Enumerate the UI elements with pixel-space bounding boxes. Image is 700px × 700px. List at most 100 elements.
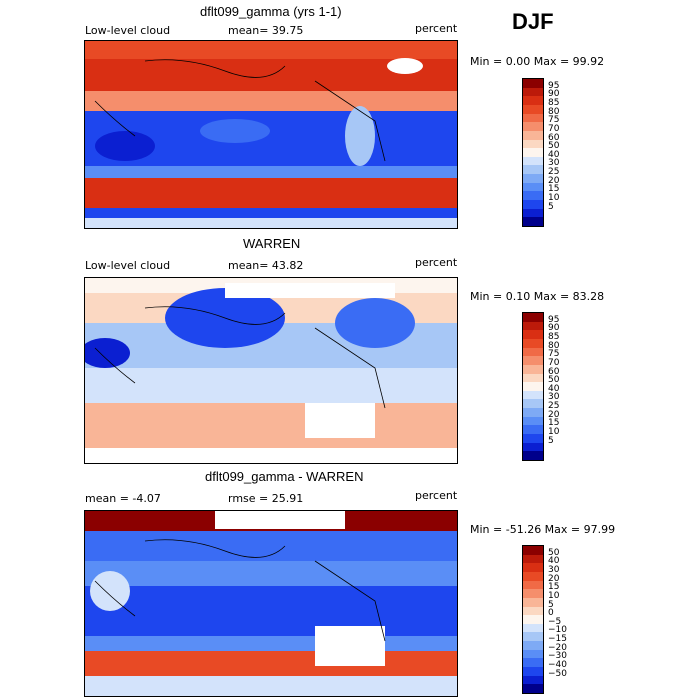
map-feature bbox=[200, 119, 270, 143]
colorbar-segment bbox=[523, 416, 543, 426]
colorbar-tick-label: 20 bbox=[548, 573, 560, 584]
colorbar-tick-label: 95 bbox=[548, 314, 560, 325]
colorbar-segment bbox=[523, 408, 543, 418]
panel-3-mean-label: mean = -4.07 bbox=[85, 492, 161, 505]
colorbar-tick-label: 90 bbox=[548, 89, 560, 100]
colorbar-segment bbox=[523, 546, 543, 556]
colorbar-segment bbox=[523, 580, 543, 590]
colorbar-segment bbox=[523, 321, 543, 331]
colorbar-tick-label: 40 bbox=[548, 149, 560, 160]
colorbar-tick-label: −5 bbox=[548, 616, 562, 627]
colorbar-segment bbox=[523, 641, 543, 651]
colorbar-segment bbox=[523, 356, 543, 366]
colorbar-tick-label: 80 bbox=[548, 106, 560, 117]
panel-1-map-svg bbox=[85, 41, 457, 228]
colorbar-tick-label: 5 bbox=[548, 599, 554, 610]
colorbar-tick-label: 75 bbox=[548, 349, 560, 360]
coastline bbox=[94, 539, 386, 642]
panel-2-units-label: percent bbox=[415, 256, 458, 269]
colorbar-segment bbox=[523, 87, 543, 97]
season-label: DJF bbox=[512, 9, 554, 34]
map-feature bbox=[305, 403, 375, 438]
panel-1-colorbar bbox=[522, 78, 544, 227]
panel-1-variable-label: Low-level cloud bbox=[85, 24, 171, 37]
colorbar-segment bbox=[523, 658, 543, 668]
map-band bbox=[85, 636, 457, 651]
colorbar-tick-label: 50 bbox=[548, 375, 560, 386]
colorbar-tick-label: 30 bbox=[548, 392, 560, 403]
colorbar-segment bbox=[523, 373, 543, 383]
map-band bbox=[85, 531, 457, 561]
colorbar-segment bbox=[523, 554, 543, 564]
map-feature bbox=[85, 338, 130, 368]
map-band bbox=[85, 178, 457, 208]
panel-3-map bbox=[84, 510, 458, 697]
colorbar-segment bbox=[523, 425, 543, 435]
colorbar-segment bbox=[523, 79, 543, 89]
colorbar-segment bbox=[523, 96, 543, 106]
colorbar-tick-label: 70 bbox=[548, 123, 560, 134]
colorbar-tick-label: 95 bbox=[548, 80, 560, 91]
panel-3-minmax: Min = -51.26 Max = 97.99 bbox=[470, 523, 616, 536]
colorbar-segment bbox=[523, 675, 543, 685]
colorbar-tick-label: 40 bbox=[548, 556, 560, 567]
colorbar-tick-label: 70 bbox=[548, 357, 560, 368]
colorbar-segment bbox=[523, 390, 543, 400]
colorbar-segment bbox=[523, 606, 543, 616]
colorbar-segment bbox=[523, 200, 543, 210]
colorbar-segment bbox=[523, 667, 543, 677]
colorbar-segment bbox=[523, 217, 543, 227]
colorbar-tick-label: 5 bbox=[548, 201, 554, 212]
panel-1-map bbox=[84, 40, 458, 229]
map-band bbox=[85, 403, 457, 448]
colorbar-segment bbox=[523, 130, 543, 141]
colorbar-tick-label: 30 bbox=[548, 158, 560, 169]
panel-3-map-svg bbox=[85, 511, 457, 696]
colorbar-segment bbox=[523, 399, 543, 409]
panel-1-title: dflt099_gamma (yrs 1-1) bbox=[200, 4, 342, 19]
panel-2-title: WARREN bbox=[243, 236, 301, 251]
colorbar-tick-label: 20 bbox=[548, 175, 560, 186]
panel-1-units-label: percent bbox=[415, 22, 458, 35]
colorbar-segment bbox=[523, 347, 543, 357]
colorbar-segment bbox=[523, 434, 543, 444]
colorbar-segment bbox=[523, 104, 543, 115]
panel-3-units-label: percent bbox=[415, 489, 458, 502]
panel-2-map-svg bbox=[85, 278, 457, 463]
colorbar-tick-label: −10 bbox=[548, 625, 567, 636]
map-band bbox=[85, 218, 457, 228]
colorbar-segment bbox=[523, 571, 543, 582]
map-band bbox=[85, 561, 457, 586]
colorbar-tick-label: 30 bbox=[548, 564, 560, 575]
colorbar-segment bbox=[523, 597, 543, 608]
map-feature bbox=[387, 58, 423, 74]
map-feature bbox=[335, 298, 415, 348]
colorbar-segment bbox=[523, 139, 543, 149]
colorbar-segment bbox=[523, 122, 543, 132]
colorbar-tick-label: 25 bbox=[548, 401, 560, 412]
colorbar-segment bbox=[523, 338, 543, 349]
colorbar-tick-label: 85 bbox=[548, 97, 560, 108]
panel-2-variable-label: Low-level cloud bbox=[85, 259, 171, 272]
colorbar-tick-label: 15 bbox=[548, 184, 560, 195]
colorbar-tick-label: −40 bbox=[548, 660, 567, 671]
colorbar-segment bbox=[523, 330, 543, 340]
colorbar-tick-label: 60 bbox=[548, 366, 560, 377]
coastline bbox=[94, 59, 386, 162]
map-band bbox=[85, 676, 457, 696]
colorbar-tick-label: 20 bbox=[548, 409, 560, 420]
map-band bbox=[85, 166, 457, 178]
colorbar-segment bbox=[523, 313, 543, 323]
colorbar-tick-label: 80 bbox=[548, 340, 560, 351]
colorbar-tick-label: 50 bbox=[548, 547, 560, 558]
map-band bbox=[85, 91, 457, 111]
colorbar-tick-label: −20 bbox=[548, 642, 567, 653]
colorbar-segment bbox=[523, 451, 543, 461]
panel-2-minmax: Min = 0.10 Max = 83.28 bbox=[470, 290, 605, 303]
colorbar-segment bbox=[523, 174, 543, 184]
colorbar-segment bbox=[523, 148, 543, 158]
map-feature bbox=[90, 571, 130, 611]
colorbar-tick-label: 75 bbox=[548, 115, 560, 126]
colorbar-tick-label: 10 bbox=[548, 193, 560, 204]
colorbar-tick-label: 85 bbox=[548, 331, 560, 342]
